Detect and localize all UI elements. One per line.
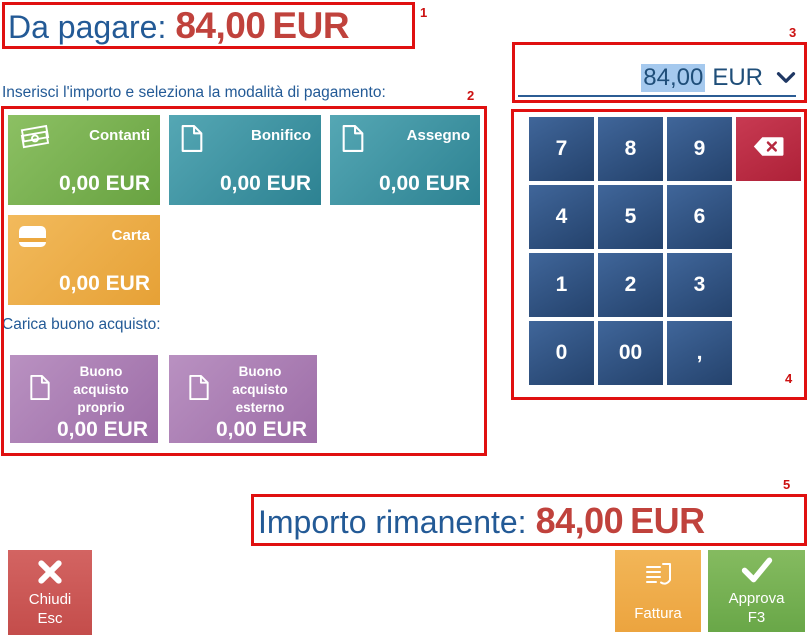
annotation-number-5: 5	[783, 477, 791, 492]
pay-contanti-button[interactable]: Contanti 0,00 EUR	[8, 115, 160, 205]
pay-bonifico-amount: 0,00 EUR	[219, 172, 311, 195]
pay-assegno-amount: 0,00 EUR	[378, 172, 470, 195]
voucher-esterno-amount: 0,00 EUR	[215, 417, 307, 441]
voucher-esterno-button[interactable]: Buono acquisto esterno 0,00 EUR	[169, 355, 317, 443]
cash-icon	[18, 124, 52, 156]
document-icon	[28, 374, 52, 406]
credit-card-icon	[18, 224, 48, 255]
pay-carta-label: Carta	[111, 227, 150, 244]
pay-contanti-amount: 0,00 EUR	[58, 172, 150, 195]
invoice-button-label: Fattura	[634, 604, 682, 622]
backspace-icon	[753, 136, 784, 163]
keypad-0[interactable]: 0	[529, 321, 594, 385]
voucher-esterno-label: Buono acquisto esterno	[232, 364, 288, 416]
voucher-proprio-amount: 0,00 EUR	[56, 417, 148, 441]
pay-carta-amount: 0,00 EUR	[58, 272, 150, 295]
keypad-8[interactable]: 8	[598, 117, 663, 181]
voucher-proprio-label: Buono acquisto proprio	[73, 364, 129, 416]
pay-assegno-button[interactable]: Assegno 0,00 EUR	[330, 115, 480, 205]
approve-button[interactable]: Approva F3	[708, 550, 805, 632]
annotation-number-1: 1	[420, 5, 428, 20]
page-title-currency: EUR	[272, 5, 350, 46]
keypad-3[interactable]: 3	[667, 253, 732, 317]
close-button-shortcut: Esc	[37, 609, 63, 627]
keypad-comma[interactable]: ,	[667, 321, 732, 385]
keypad-1[interactable]: 1	[529, 253, 594, 317]
remaining-amount-line: Importo rimanente: 84,00 EUR	[258, 500, 705, 542]
remaining-currency: EUR	[630, 500, 705, 541]
invoice-button[interactable]: Fattura	[615, 550, 701, 632]
check-icon	[741, 557, 773, 588]
keypad-2[interactable]: 2	[598, 253, 663, 317]
pay-carta-button[interactable]: Carta 0,00 EUR	[8, 215, 160, 305]
keypad-00[interactable]: 00	[598, 321, 663, 385]
page-title-amount: 84,00	[175, 5, 266, 46]
page-title: Da pagare: 84,00 EUR	[8, 5, 350, 47]
page-title-label: Da pagare:	[8, 9, 167, 45]
chevron-down-icon[interactable]	[776, 71, 796, 84]
pay-contanti-label: Contanti	[89, 127, 150, 144]
pay-assegno-label: Assegno	[406, 127, 470, 144]
voucher-section-label: Carica buono acquisto:	[2, 316, 161, 333]
remaining-label: Importo rimanente:	[258, 504, 527, 540]
remaining-amount: 84,00	[535, 500, 624, 541]
pay-bonifico-button[interactable]: Bonifico 0,00 EUR	[169, 115, 321, 205]
amount-input-value[interactable]: 84,00	[641, 63, 706, 92]
document-icon	[340, 124, 366, 158]
payment-instruction: Inserisci l'importo e seleziona la modal…	[2, 84, 386, 101]
document-icon	[187, 374, 211, 406]
amount-input[interactable]: 84,00 EUR	[518, 60, 796, 97]
pay-bonifico-label: Bonifico	[251, 127, 311, 144]
close-button-label: Chiudi	[28, 590, 72, 608]
keypad-backspace-button[interactable]	[736, 117, 801, 181]
approve-button-shortcut: F3	[747, 608, 766, 626]
annotation-number-2: 2	[467, 88, 475, 103]
keypad-4[interactable]: 4	[529, 185, 594, 249]
annotation-number-3: 3	[789, 25, 797, 40]
annotation-number-4: 4	[785, 371, 793, 386]
document-icon	[179, 124, 205, 158]
close-icon	[36, 559, 64, 589]
keypad-9[interactable]: 9	[667, 117, 732, 181]
keypad-5[interactable]: 5	[598, 185, 663, 249]
keypad-6[interactable]: 6	[667, 185, 732, 249]
invoice-icon	[642, 561, 674, 595]
close-button[interactable]: Chiudi Esc	[8, 550, 92, 635]
voucher-proprio-button[interactable]: Buono acquisto proprio 0,00 EUR	[10, 355, 158, 443]
amount-input-currency: EUR	[712, 63, 763, 91]
keypad-7[interactable]: 7	[529, 117, 594, 181]
approve-button-label: Approva	[728, 589, 785, 607]
